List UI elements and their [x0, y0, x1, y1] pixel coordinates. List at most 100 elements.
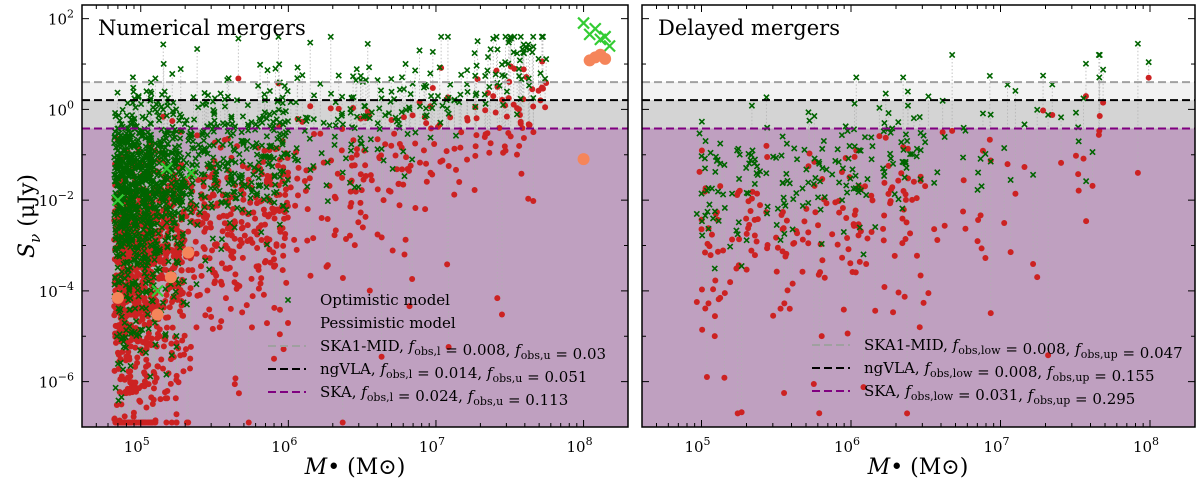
optimistic-point — [135, 258, 142, 266]
legend-item: SKA1-MID, fobs,l = 0.008, fobs,u = 0.03 — [268, 337, 606, 363]
pessimistic-point — [777, 305, 784, 312]
pessimistic-point — [126, 354, 133, 361]
optimistic-point — [264, 67, 271, 74]
pessimistic-point — [139, 419, 146, 426]
optimistic-point — [111, 218, 118, 225]
pessimistic-point — [260, 291, 267, 298]
optimistic-point — [781, 230, 788, 237]
optimistic-point — [155, 112, 162, 119]
pessimistic-point — [127, 379, 134, 386]
pessimistic-point — [239, 224, 246, 231]
optimistic-point — [269, 163, 276, 170]
optimistic-point — [177, 65, 184, 73]
pessimistic-point — [235, 390, 242, 397]
optimistic-point — [130, 88, 137, 95]
optimistic-point — [473, 62, 480, 69]
y-tick-label: 10−6 — [39, 371, 74, 392]
optimistic-point — [144, 311, 151, 318]
pessimistic-point — [206, 306, 213, 313]
optimistic-point — [172, 106, 180, 113]
pessimistic-point — [252, 215, 259, 222]
pessimistic-point — [412, 140, 419, 147]
pessimistic-point — [280, 242, 287, 249]
pessimistic-point — [209, 247, 216, 254]
optimistic-point — [810, 180, 817, 188]
optimistic-point — [408, 156, 416, 163]
optimistic-point — [742, 164, 750, 172]
pessimistic-point — [845, 246, 852, 253]
optimistic-point — [295, 116, 302, 123]
optimistic-point — [721, 161, 728, 169]
optimistic-point — [226, 219, 234, 227]
pessimistic-point — [232, 375, 239, 382]
pessimistic-point — [860, 384, 867, 391]
pessimistic-point — [222, 243, 229, 250]
pessimistic-point — [181, 332, 188, 339]
optimistic-point — [839, 165, 847, 172]
optimistic-point — [164, 158, 172, 165]
pessimistic-point — [295, 164, 302, 171]
optimistic-point — [129, 187, 137, 194]
optimistic-point — [154, 208, 161, 216]
optimistic-point — [123, 136, 130, 144]
pessimistic-point — [516, 142, 523, 149]
optimistic-point — [136, 331, 143, 338]
pessimistic-point — [388, 117, 395, 124]
optimistic-point — [152, 75, 159, 82]
optimistic-point — [249, 186, 256, 193]
optimistic-point — [197, 192, 205, 199]
optimistic-point — [236, 150, 243, 158]
optimistic-point — [222, 163, 229, 170]
optimistic-point — [122, 282, 130, 289]
pessimistic-point — [204, 212, 211, 219]
x-tick-label: 106 — [271, 435, 297, 456]
pessimistic-point — [178, 267, 185, 274]
pessimistic-point — [128, 419, 135, 426]
optimistic-point — [506, 36, 513, 44]
plot-background — [82, 5, 628, 83]
optimistic-point — [698, 118, 706, 125]
optimistic-point — [941, 133, 948, 141]
pessimistic-point — [400, 114, 407, 121]
pessimistic-point — [117, 376, 124, 383]
optimistic-point — [143, 170, 150, 177]
pessimistic-point — [960, 177, 967, 184]
pessimistic-point — [443, 148, 450, 155]
optimistic-point — [117, 160, 124, 167]
optimistic-point — [779, 133, 786, 140]
pessimistic-point — [232, 271, 239, 278]
pessimistic-point — [773, 234, 780, 241]
optimistic-point — [332, 122, 339, 129]
pessimistic-point — [711, 333, 718, 340]
pessimistic-point — [253, 263, 260, 270]
optimistic-point — [348, 141, 355, 148]
optimistic-point — [120, 260, 127, 267]
pessimistic-point — [163, 419, 170, 426]
optimistic-point — [201, 193, 209, 201]
optimistic-point — [913, 153, 920, 160]
pessimistic-point — [231, 381, 238, 388]
optimistic-point — [838, 196, 846, 204]
optimistic-point — [151, 188, 159, 195]
pessimistic-point — [783, 250, 790, 257]
optimistic-point — [860, 251, 867, 258]
optimistic-point — [255, 166, 262, 174]
optimistic-point — [162, 195, 170, 203]
pessimistic-point — [177, 291, 184, 298]
pessimistic-point — [211, 280, 218, 287]
pessimistic-point — [339, 419, 346, 426]
pessimistic-point — [338, 147, 345, 154]
optimistic-point — [255, 174, 262, 182]
optimistic-point — [187, 191, 194, 198]
optimistic-point — [193, 161, 201, 169]
pessimistic-point — [416, 159, 423, 166]
optimistic-point — [143, 287, 150, 295]
optimistic-point — [717, 140, 724, 147]
optimistic-point — [111, 128, 119, 135]
pessimistic-point — [751, 232, 758, 239]
optimistic-point — [187, 219, 194, 226]
pessimistic-point — [799, 236, 806, 243]
pessimistic-point — [228, 232, 235, 239]
optimistic-point — [175, 142, 183, 150]
optimistic-point — [702, 212, 709, 219]
